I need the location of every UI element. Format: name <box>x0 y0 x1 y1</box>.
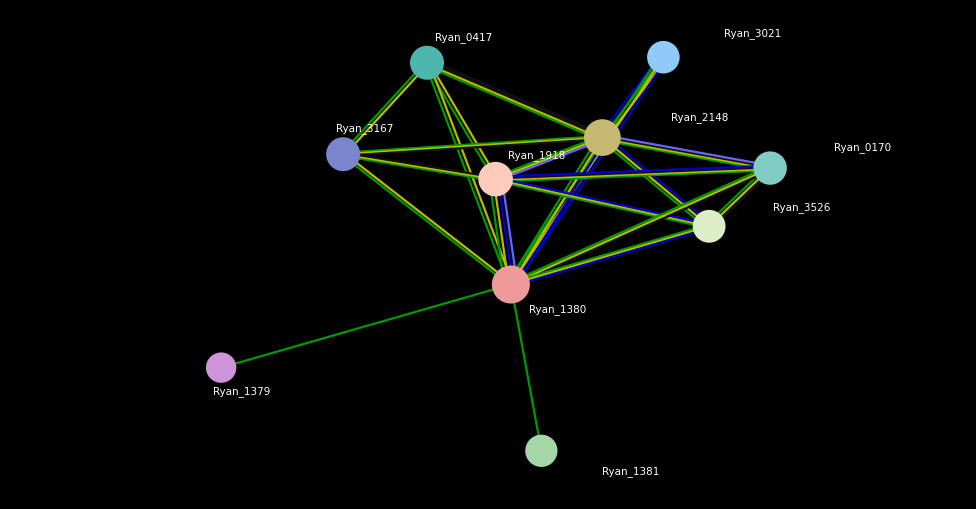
Text: Ryan_0417: Ryan_0417 <box>434 32 492 43</box>
Point <box>594 134 610 143</box>
Text: Ryan_3526: Ryan_3526 <box>773 202 831 213</box>
Point <box>534 447 549 455</box>
Point <box>656 54 671 62</box>
Text: Ryan_3021: Ryan_3021 <box>724 28 782 39</box>
Text: Ryan_3167: Ryan_3167 <box>336 123 393 134</box>
Text: Ryan_1918: Ryan_1918 <box>508 150 565 161</box>
Text: Ryan_1380: Ryan_1380 <box>529 304 587 315</box>
Text: Ryan_1381: Ryan_1381 <box>602 465 660 476</box>
Point <box>336 151 351 159</box>
Point <box>488 176 504 184</box>
Point <box>762 165 778 173</box>
Point <box>503 281 518 289</box>
Point <box>420 60 435 68</box>
Text: Ryan_0170: Ryan_0170 <box>834 143 891 153</box>
Point <box>214 364 229 372</box>
Text: Ryan_1379: Ryan_1379 <box>214 386 271 397</box>
Text: Ryan_2148: Ryan_2148 <box>671 112 728 123</box>
Point <box>702 223 717 231</box>
